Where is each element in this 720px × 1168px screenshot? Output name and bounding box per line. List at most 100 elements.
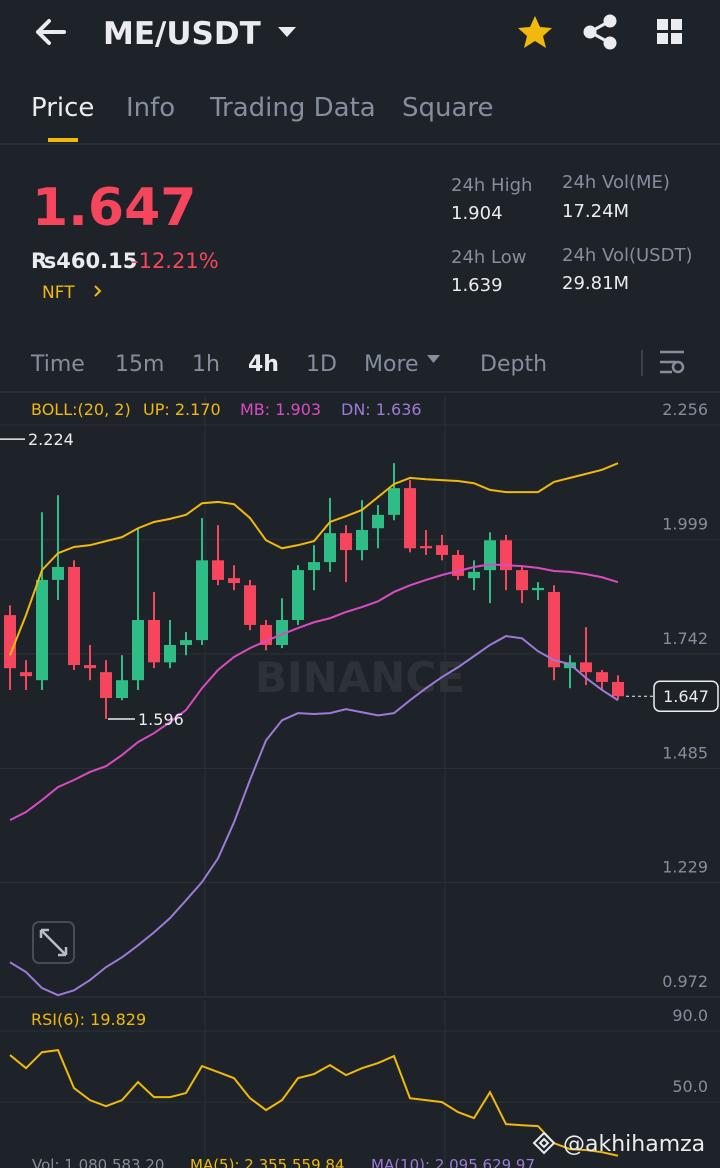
candle-body — [244, 585, 256, 625]
candle-body — [180, 640, 192, 645]
y-tick-label: 1.742 — [662, 629, 708, 648]
candle-body — [68, 567, 80, 666]
interval[interactable]: 1D — [306, 352, 337, 377]
more-dropdown — [427, 355, 440, 363]
indicator-title: RSI(6): 19.829 — [31, 1010, 146, 1029]
candle-body — [404, 488, 416, 549]
y-tick-label: 2.256 — [662, 400, 708, 419]
candle-body — [212, 560, 224, 580]
interval[interactable]: 4h — [248, 352, 279, 377]
menu-grid[interactable] — [657, 19, 682, 44]
min-marker-label: 1.596 — [138, 710, 184, 729]
candle-body — [292, 570, 304, 621]
y-tick-label: 50.0 — [672, 1077, 708, 1096]
favorite-star[interactable] — [518, 16, 552, 48]
rsi-line — [9, 1048, 619, 1157]
legend-entry: DN: 1.636 — [341, 400, 422, 419]
candle-body — [532, 587, 544, 591]
chart-layer: 2.256 1.999 1.742 1.485 1.229 0.972 BOLL:(20, … — [0, 395, 720, 1168]
candle-body — [84, 665, 96, 669]
last-price-tag — [653, 680, 719, 712]
candle-body — [388, 488, 400, 515]
back-button[interactable] — [36, 19, 66, 45]
legend-entry: UP: 2.170 — [143, 400, 221, 419]
y-tick-label: 1.485 — [662, 743, 708, 762]
credit: @akhihamza — [563, 1132, 705, 1157]
chevron — [94, 285, 102, 297]
stat-value: 17.24M — [562, 201, 629, 222]
tab[interactable]: Info — [126, 93, 175, 123]
local-price: ₨460.15 — [31, 249, 137, 273]
tab[interactable]: Square — [402, 93, 494, 123]
candle-body — [356, 530, 368, 551]
y-tick-label: 0.972 — [662, 972, 708, 991]
candle-body — [516, 570, 528, 591]
candle-body — [20, 672, 32, 677]
candle-body — [196, 560, 208, 641]
tab[interactable]: Price — [31, 93, 94, 123]
legend-entry: MB: 1.903 — [240, 400, 321, 419]
candle-body — [484, 540, 496, 571]
candle-body — [324, 533, 336, 563]
last-price: 1.647 — [32, 178, 196, 238]
interval[interactable]: Depth — [480, 352, 547, 377]
interval[interactable]: 15m — [115, 352, 164, 377]
candle-body — [580, 662, 592, 673]
candle-body — [548, 591, 560, 668]
tab[interactable]: Trading Data — [209, 93, 376, 123]
candle-body — [116, 680, 128, 699]
expand-button[interactable] — [32, 921, 75, 964]
candle-body — [132, 620, 144, 681]
y-tick-label: 1.999 — [662, 514, 708, 533]
candle-body — [612, 681, 624, 697]
candle-body — [596, 672, 608, 682]
chart-settings[interactable] — [660, 350, 685, 374]
last-price-label: 1.647 — [663, 687, 709, 706]
tab-underline — [48, 138, 78, 142]
max-marker-label: 2.224 — [28, 430, 74, 449]
credit-logo — [532, 1131, 556, 1155]
candle-body — [148, 620, 160, 663]
interval[interactable]: More — [364, 352, 419, 377]
stat-value: 29.81M — [562, 273, 629, 294]
volume-legend: Vol: 1,080,583.20 — [32, 1156, 164, 1168]
candle-body — [340, 533, 352, 551]
boll-line — [9, 462, 619, 656]
pair-title[interactable]: ME/USDT — [103, 16, 261, 52]
candle-body — [276, 620, 288, 645]
volume-legend: MA(10): 2,095,629.97 — [371, 1156, 535, 1168]
indicator-title: BOLL:(20, 2) — [31, 400, 131, 419]
candle-body — [500, 540, 512, 571]
candle-body — [468, 571, 480, 579]
candle-body — [100, 672, 112, 699]
price-change: -12.21% — [131, 249, 219, 273]
watermark: BINANCE — [255, 653, 465, 702]
share-button[interactable] — [583, 14, 617, 50]
boll-line — [9, 563, 619, 821]
candle-body — [436, 545, 448, 555]
stat-value: 1.639 — [451, 275, 503, 296]
volume-legend: MA(5): 2,355,559.84 — [190, 1156, 344, 1168]
interval[interactable]: Time — [30, 352, 85, 377]
y-tick-label: 1.229 — [662, 857, 708, 876]
candle-body — [308, 562, 320, 571]
interval[interactable]: 1h — [192, 352, 220, 377]
y-tick-label: 90.0 — [672, 1006, 708, 1025]
candle-body — [420, 546, 432, 549]
candle-body — [4, 615, 16, 669]
stat-value: 1.904 — [451, 203, 503, 224]
candle-body — [372, 514, 384, 529]
candle-body — [52, 567, 64, 580]
candle-body — [164, 644, 176, 663]
boll-line — [9, 635, 619, 997]
candle-body — [228, 578, 240, 584]
stat-label: 24h High — [451, 175, 532, 196]
stat-label: 24h Vol(ME) — [562, 172, 670, 193]
stat-label: 24h Vol(USDT) — [562, 245, 692, 266]
candle-body — [36, 579, 48, 681]
nft-tag[interactable]: NFT — [42, 283, 75, 303]
pair-dropdown[interactable] — [278, 27, 296, 37]
stat-label: 24h Low — [451, 247, 526, 268]
